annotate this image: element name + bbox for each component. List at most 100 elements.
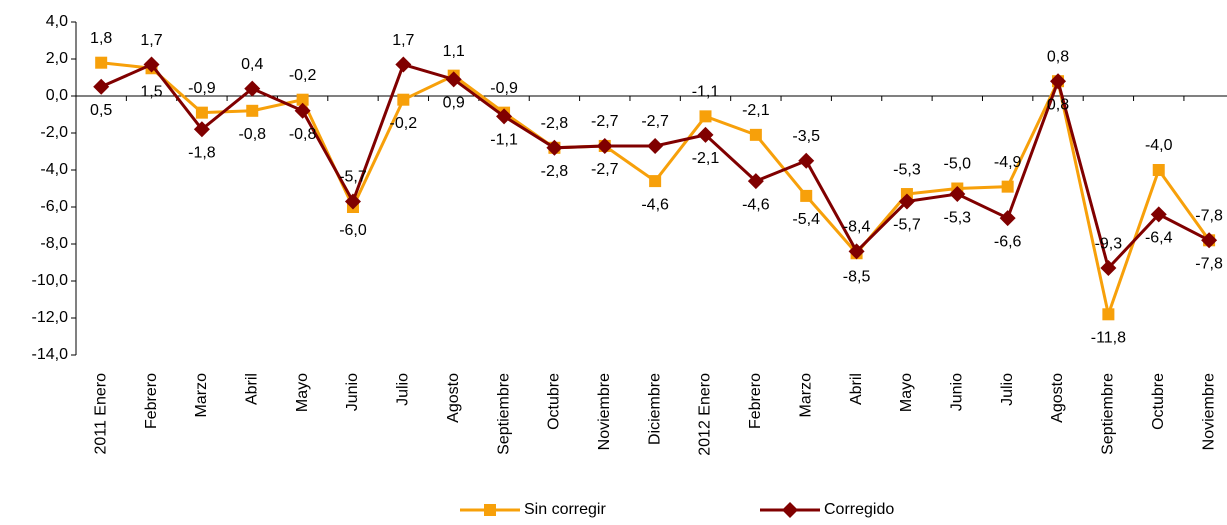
data-label: -0,8 xyxy=(238,126,266,143)
marker xyxy=(344,193,361,210)
data-label: 0,8 xyxy=(1047,48,1069,65)
x-tick-label: Febrero xyxy=(747,373,764,429)
marker xyxy=(647,137,664,154)
y-tick-label: -6,0 xyxy=(40,198,68,215)
y-tick-label: 4,0 xyxy=(46,13,68,30)
data-label: -2,1 xyxy=(692,150,720,167)
data-label: -6,6 xyxy=(994,233,1022,250)
marker xyxy=(1100,260,1117,277)
marker xyxy=(949,186,966,203)
y-tick-label: 0,0 xyxy=(46,87,68,104)
data-label: -0,2 xyxy=(289,67,317,84)
data-label: -3,5 xyxy=(792,128,820,145)
data-label: 0,4 xyxy=(241,56,263,73)
marker xyxy=(496,108,513,125)
marker xyxy=(800,189,813,202)
x-tick-label: Septiembre xyxy=(1100,373,1117,455)
data-label: 1,7 xyxy=(392,32,414,49)
data-label: -7,8 xyxy=(1195,256,1223,273)
x-tick-label: Noviembre xyxy=(1200,373,1217,450)
data-label: -5,3 xyxy=(893,161,921,178)
y-tick-label: -10,0 xyxy=(32,272,69,289)
data-label: 1,7 xyxy=(140,32,162,49)
marker xyxy=(1001,180,1014,193)
data-label: -0,9 xyxy=(490,80,518,97)
marker xyxy=(747,173,764,190)
x-tick-label: Junio xyxy=(344,373,361,411)
data-label: -0,2 xyxy=(390,115,418,132)
x-tick-label: Febrero xyxy=(143,373,160,429)
marker xyxy=(1150,206,1167,223)
x-tick-label: Octubre xyxy=(546,373,563,430)
y-tick-label: -2,0 xyxy=(40,124,68,141)
data-label: -1,1 xyxy=(692,84,720,101)
data-label: -4,6 xyxy=(742,196,770,213)
data-label: -1,1 xyxy=(490,132,518,149)
marker xyxy=(445,71,462,88)
x-tick-label: Agosto xyxy=(1049,373,1066,423)
data-label: -2,7 xyxy=(591,113,619,130)
marker xyxy=(246,104,259,117)
x-tick-label: Diciembre xyxy=(646,373,663,445)
marker xyxy=(193,121,210,138)
data-label: -5,0 xyxy=(944,156,972,173)
marker xyxy=(244,80,261,97)
data-label: -4,0 xyxy=(1145,137,1173,154)
data-label: -2,7 xyxy=(641,113,669,130)
y-tick-label: 2,0 xyxy=(46,50,68,67)
x-tick-label: Abril xyxy=(243,373,260,405)
x-tick-label: Septiembre xyxy=(495,373,512,455)
series-line xyxy=(101,61,1211,320)
marker xyxy=(1201,232,1218,249)
data-label: -0,8 xyxy=(289,126,317,143)
x-tick-label: 2012 Enero xyxy=(697,373,714,456)
marker xyxy=(798,152,815,169)
marker xyxy=(546,139,563,156)
data-label: 1,5 xyxy=(140,83,162,100)
x-tick-label: Julio xyxy=(999,373,1016,406)
legend-label: Corregido xyxy=(824,501,894,518)
data-label: 0,8 xyxy=(1047,96,1069,113)
marker xyxy=(294,102,311,119)
data-label: -2,1 xyxy=(742,102,770,119)
marker xyxy=(848,243,865,260)
y-tick-label: -12,0 xyxy=(32,309,69,326)
x-tick-label: 2011 Enero xyxy=(92,373,109,455)
x-tick-label: Mayo xyxy=(294,373,311,412)
marker xyxy=(143,56,160,73)
data-label: 0,9 xyxy=(443,95,465,112)
y-tick-label: -4,0 xyxy=(40,161,68,178)
marker xyxy=(699,110,712,123)
marker xyxy=(195,106,208,119)
marker xyxy=(93,78,110,95)
marker xyxy=(397,93,410,106)
marker xyxy=(697,126,714,143)
x-tick-label: Marzo xyxy=(193,373,210,418)
marker xyxy=(596,137,613,154)
data-label: -4,9 xyxy=(994,154,1022,171)
y-tick-label: -8,0 xyxy=(40,235,68,252)
legend-marker xyxy=(484,504,496,516)
x-tick-label: Noviembre xyxy=(596,373,613,450)
data-label: -6,4 xyxy=(1145,230,1173,247)
data-label: -0,9 xyxy=(188,80,216,97)
data-label: -8,5 xyxy=(843,268,871,285)
x-tick-label: Julio xyxy=(395,373,412,406)
data-label: -11,8 xyxy=(1091,330,1126,347)
x-tick-label: Junio xyxy=(949,373,966,411)
data-label: -5,3 xyxy=(944,209,972,226)
marker xyxy=(999,210,1016,227)
x-tick-label: Marzo xyxy=(797,373,814,418)
data-label: -9,3 xyxy=(1095,235,1123,252)
marker xyxy=(296,93,309,106)
legend-label: Sin corregir xyxy=(524,501,606,518)
marker xyxy=(898,193,915,210)
marker xyxy=(95,56,108,69)
x-tick-label: Agosto xyxy=(445,373,462,423)
marker xyxy=(395,56,412,73)
y-tick-label: -14,0 xyxy=(32,346,69,363)
data-label: -5,4 xyxy=(792,211,820,228)
data-label: -6,0 xyxy=(339,222,367,239)
data-label: -1,8 xyxy=(188,145,216,162)
